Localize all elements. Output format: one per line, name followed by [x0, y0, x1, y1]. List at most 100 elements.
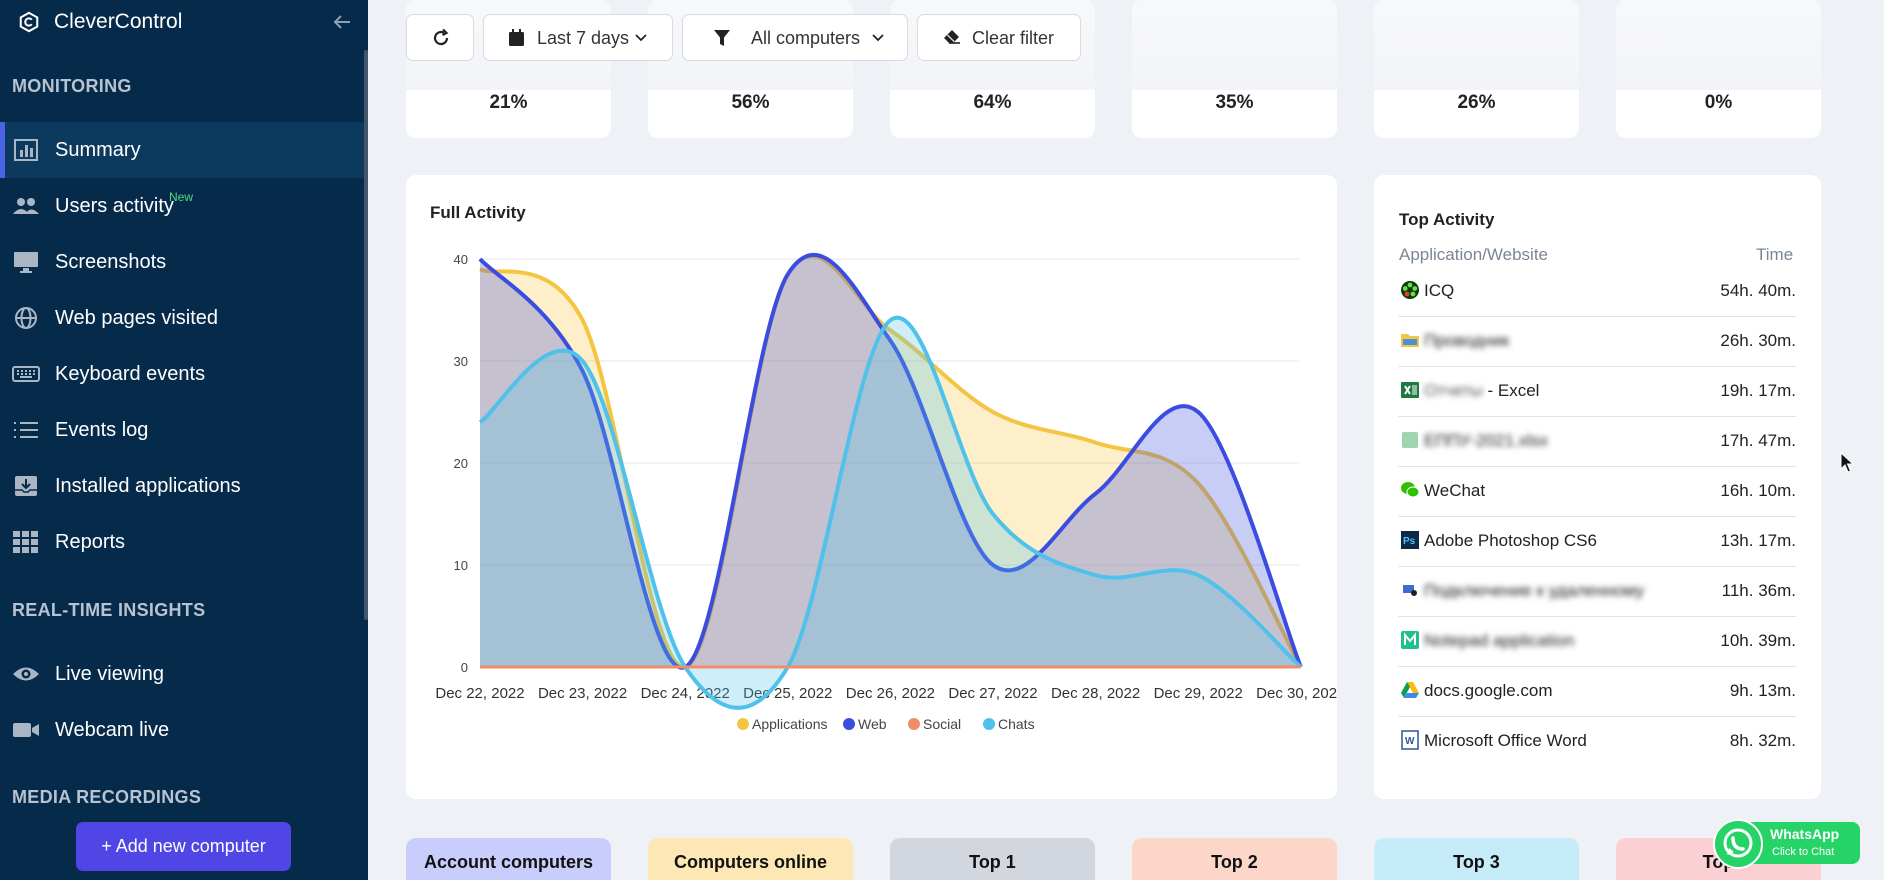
- stat-card: 35%: [1132, 0, 1337, 138]
- sidebar-item-label: Web pages visited: [55, 306, 219, 329]
- app-name-blurred: Отчеты: [1424, 381, 1483, 400]
- chats-series-line: [478, 315, 1303, 710]
- video-icon: [13, 723, 39, 737]
- computers-label: All computers: [751, 28, 861, 48]
- new-badge: New: [169, 190, 194, 204]
- applications-legend-marker: [737, 718, 749, 730]
- y-tick-label: 20: [454, 456, 468, 471]
- web-legend-label: Web: [858, 716, 887, 732]
- sidebar-item-screenshots[interactable]: Screenshots: [0, 234, 364, 290]
- top-activity-row[interactable]: Проводник 26h. 30m.: [1398, 317, 1796, 367]
- sidebar-item-installed-apps[interactable]: Installed applications: [0, 458, 364, 514]
- svg-text:Ps: Ps: [1403, 536, 1416, 547]
- x-tick-label: Dec 28, 2022: [1051, 685, 1140, 702]
- monitor-icon: [14, 252, 38, 273]
- mouse-cursor-icon: [1840, 452, 1854, 473]
- excel-icon: [1401, 382, 1419, 398]
- photoshop-icon: Ps: [1401, 531, 1419, 549]
- top-activity-row[interactable]: Подключение к удаленному 11h. 36m.: [1398, 567, 1796, 617]
- period-label: Last 7 days: [537, 28, 630, 48]
- collapse-sidebar-icon[interactable]: [330, 10, 354, 34]
- x-tick-label: Dec 23, 2022: [538, 685, 627, 702]
- sidebar-item-web-pages[interactable]: Web pages visited: [0, 290, 364, 346]
- stat-value: 56%: [731, 92, 770, 113]
- sidebar-item-summary[interactable]: Summary: [0, 122, 364, 178]
- top-activity-row[interactable]: Отчеты - Excel 19h. 17m.: [1398, 367, 1796, 417]
- app-time: 16h. 10m.: [1720, 481, 1796, 500]
- sidebar-item-label: Reports: [55, 530, 126, 553]
- x-tick-label: Dec 22, 2022: [435, 685, 524, 702]
- app-name: CleverControl: [54, 10, 183, 33]
- sidebar: CleverControl MONITORING Summary Users a…: [0, 0, 368, 880]
- sidebar-item-label: Webcam live: [55, 718, 170, 741]
- eye-icon: [13, 667, 39, 681]
- add-new-computer-button[interactable]: + Add new computer: [76, 822, 291, 871]
- sidebar-item-label: Users activity: [55, 194, 174, 217]
- social-legend-marker: [908, 718, 920, 730]
- web-series-line: [478, 252, 1303, 670]
- top-activity-row[interactable]: W Microsoft Office Word 8h. 32m.: [1398, 717, 1796, 767]
- period-dropdown[interactable]: Last 7 days: [483, 14, 673, 61]
- list-icon: [14, 422, 38, 438]
- computers-dropdown[interactable]: All computers: [682, 14, 908, 61]
- grid-icon: [13, 531, 38, 553]
- icq-icon: [1401, 281, 1419, 299]
- whatsapp-chat-widget[interactable]: WhatsApp Click to Chat: [1712, 818, 1860, 869]
- tile-top-1[interactable]: Top 1: [890, 838, 1095, 880]
- sidebar-item-events-log[interactable]: Events log: [0, 402, 364, 458]
- sidebar-item-label: Events log: [55, 418, 149, 441]
- refresh-button[interactable]: [406, 14, 474, 61]
- column-header-app: Application/Website: [1399, 245, 1548, 264]
- sidebar-scrollbar[interactable]: [364, 50, 368, 620]
- y-tick-label: 30: [454, 354, 468, 369]
- calendar-icon: [509, 29, 524, 46]
- sidebar-item-users-activity[interactable]: Users activity New: [0, 178, 364, 234]
- web-legend-marker: [843, 718, 855, 730]
- refresh-icon: [433, 28, 449, 46]
- clear-filter-button[interactable]: Clear filter: [917, 14, 1081, 61]
- x-tick-label: Dec 29, 2022: [1154, 685, 1243, 702]
- x-tick-label: Dec 27, 2022: [948, 685, 1037, 702]
- tile-account-computers[interactable]: Account computers: [406, 838, 611, 880]
- top-activity-panel: [1374, 175, 1821, 799]
- sidebar-item-keyboard-events[interactable]: Keyboard events: [0, 346, 364, 402]
- tile-top-3[interactable]: Top 3: [1374, 838, 1579, 880]
- users-icon: [13, 198, 39, 214]
- app-name: ICQ: [1424, 281, 1455, 300]
- app-time: 10h. 39m.: [1720, 631, 1796, 650]
- chats-legend-marker: [983, 718, 995, 730]
- brand[interactable]: CleverControl: [18, 9, 182, 35]
- app-name: Adobe Photoshop CS6: [1424, 531, 1597, 550]
- tile-computers-online[interactable]: Computers online: [648, 838, 853, 880]
- app-time: 9h. 13m.: [1729, 681, 1796, 700]
- sidebar-item-reports[interactable]: Reports: [0, 514, 364, 570]
- chevron-down-icon: [872, 34, 884, 42]
- top-activity-row[interactable]: docs.google.com 9h. 13m.: [1398, 667, 1796, 717]
- top-activity-row[interactable]: Notepad application 10h. 39m.: [1398, 617, 1796, 667]
- word-icon: W: [1401, 730, 1419, 750]
- app-name: docs.google.com: [1424, 681, 1553, 700]
- clear-filter-label: Clear filter: [972, 28, 1055, 48]
- sidebar-item-label: Screenshots: [55, 250, 167, 273]
- sidebar-item-webcam-live[interactable]: Webcam live: [0, 702, 364, 758]
- app-time: 8h. 32m.: [1729, 731, 1796, 750]
- sidebar-item-label: Keyboard events: [55, 362, 206, 385]
- full-activity-chart[interactable]: 0 10 20 30 40 Dec 22, 2022 Dec 23, 2022 Dec 24,…: [406, 175, 1337, 799]
- sidebar-item-live-viewing[interactable]: Live viewing: [0, 646, 364, 702]
- stat-card: 0%: [1616, 0, 1821, 138]
- y-tick-label: 0: [461, 660, 468, 675]
- stat-value: 26%: [1457, 92, 1496, 113]
- wechat-icon: [1401, 482, 1420, 498]
- chevron-down-icon: [635, 34, 647, 42]
- google-drive-icon: [1401, 682, 1419, 698]
- top-activity-row[interactable]: Ps Adobe Photoshop CS6 13h. 17m.: [1398, 517, 1796, 567]
- tile-top-2[interactable]: Top 2: [1132, 838, 1337, 880]
- stat-value: 35%: [1215, 92, 1254, 113]
- top-activity-row[interactable]: WeChat 16h. 10m.: [1398, 467, 1796, 517]
- app-time: 17h. 47m.: [1720, 431, 1796, 450]
- top-activity-row[interactable]: ICQ 54h. 40m.: [1398, 267, 1796, 317]
- sidebar-item-label: Summary: [55, 138, 141, 161]
- top-activity-title: Top Activity: [1399, 210, 1495, 229]
- top-activity-row[interactable]: ЕППУ-2021.xlsx 17h. 47m.: [1398, 417, 1796, 467]
- app-name: Microsoft Office Word: [1424, 731, 1587, 750]
